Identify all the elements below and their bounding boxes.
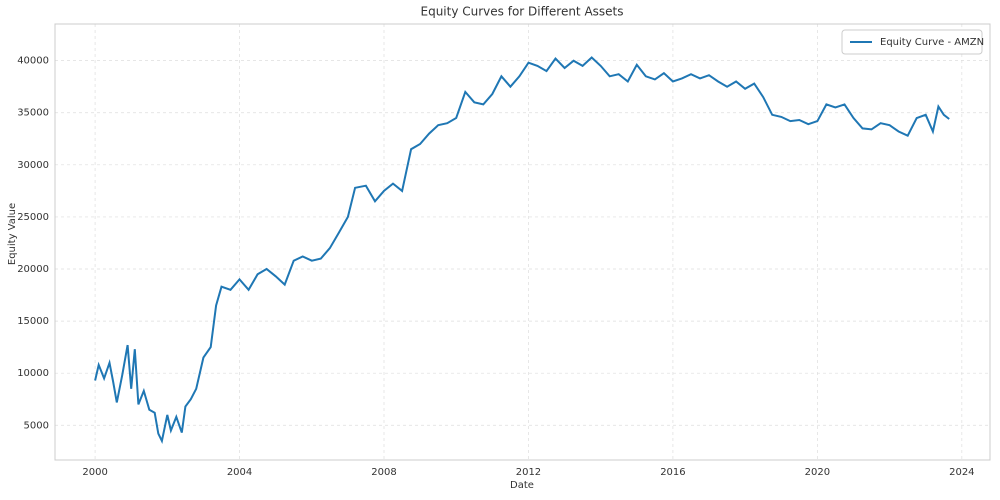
- x-tick-label: 2000: [82, 467, 107, 478]
- legend-box: [841, 29, 983, 55]
- y-tick-label: 5000: [24, 420, 49, 431]
- chart-title: Equity Curves for Different Assets: [421, 5, 624, 19]
- x-tick-label: 2008: [371, 467, 396, 478]
- y-axis-label: Equity Value: [7, 203, 18, 265]
- equity-line: [94, 56, 950, 444]
- plot-frame: [54, 23, 991, 461]
- x-axis-label: Date: [510, 480, 534, 491]
- y-tick-label: 40000: [17, 56, 49, 67]
- x-tick-label: 2004: [227, 467, 252, 478]
- y-tick-label: 25000: [17, 212, 49, 223]
- x-tick-label: 2016: [660, 467, 685, 478]
- y-tick-label: 15000: [17, 316, 49, 327]
- x-tick-label: 2024: [949, 467, 974, 478]
- x-tick-label: 2012: [516, 467, 541, 478]
- y-tick-label: 30000: [17, 160, 49, 171]
- y-tick-label: 20000: [17, 264, 49, 275]
- y-tick-label: 10000: [17, 368, 49, 379]
- x-tick-label: 2020: [805, 467, 830, 478]
- y-tick-label: 35000: [17, 108, 49, 119]
- legend-label: Equity Curve - AMZN: [880, 37, 984, 48]
